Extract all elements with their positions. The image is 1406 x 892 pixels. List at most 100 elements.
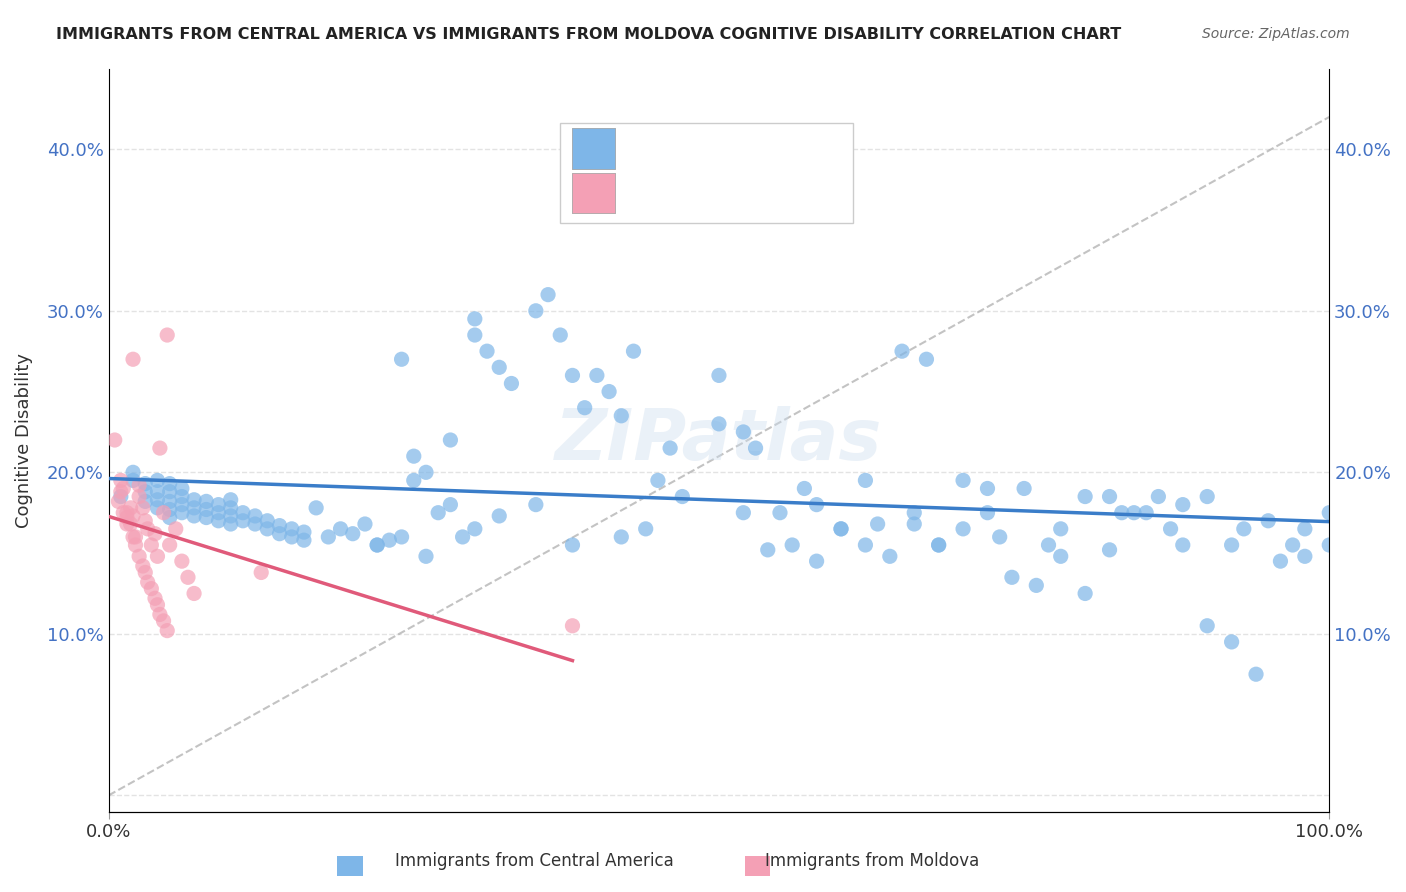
Point: [170, 498, 193, 512]
Text: Immigrants from Central America: Immigrants from Central America: [395, 852, 673, 870]
Text: 44: 44: [773, 185, 799, 202]
Point: [1244, 667, 1267, 681]
Point: [561, 538, 583, 552]
Point: [733, 506, 755, 520]
Text: IMMIGRANTS FROM CENTRAL AMERICA VS IMMIGRANTS FROM MOLDOVA COGNITIVE DISABILITY : IMMIGRANTS FROM CENTRAL AMERICA VS IMMIG…: [56, 27, 1122, 42]
Point: [1281, 538, 1303, 552]
Point: [136, 522, 159, 536]
Point: [134, 476, 156, 491]
Point: [104, 433, 127, 447]
Point: [132, 559, 155, 574]
Point: [165, 522, 187, 536]
Y-axis label: Cognitive Disability: Cognitive Disability: [15, 352, 32, 527]
Point: [451, 530, 474, 544]
Point: [195, 510, 218, 524]
Point: [183, 508, 205, 523]
FancyBboxPatch shape: [560, 123, 853, 223]
Point: [548, 328, 571, 343]
Point: [110, 484, 132, 499]
Point: [855, 474, 877, 488]
Point: [136, 575, 159, 590]
Point: [671, 490, 693, 504]
Point: [1317, 538, 1340, 552]
Point: [1197, 619, 1219, 633]
Point: [976, 482, 998, 496]
Point: [120, 516, 142, 531]
Text: ZIPatlas: ZIPatlas: [555, 406, 883, 475]
Text: N =: N =: [737, 132, 778, 151]
Point: [207, 506, 229, 520]
Point: [243, 508, 266, 523]
Point: [207, 498, 229, 512]
Text: 0.045: 0.045: [671, 132, 727, 151]
Point: [952, 522, 974, 536]
Point: [391, 530, 413, 544]
Point: [354, 516, 377, 531]
Point: [318, 530, 340, 544]
Point: [120, 500, 142, 515]
Point: [561, 368, 583, 383]
Point: [115, 516, 138, 531]
Point: [1074, 586, 1097, 600]
Point: [1135, 506, 1157, 520]
Point: [124, 530, 146, 544]
Point: [1160, 522, 1182, 536]
Point: [152, 506, 174, 520]
Point: [141, 538, 163, 552]
Point: [866, 516, 889, 531]
Point: [1098, 490, 1121, 504]
Point: [159, 502, 181, 516]
Point: [159, 484, 181, 499]
Point: [156, 624, 179, 638]
Point: [488, 508, 510, 523]
Point: [366, 538, 388, 552]
Point: [1294, 522, 1316, 536]
Point: [1171, 538, 1194, 552]
Point: [128, 549, 150, 564]
Point: [1001, 570, 1024, 584]
Point: [976, 506, 998, 520]
Text: Immigrants from Moldova: Immigrants from Moldova: [765, 852, 979, 870]
Point: [250, 566, 273, 580]
Point: [115, 510, 138, 524]
Point: [707, 417, 730, 431]
Point: [112, 482, 135, 496]
Point: [1270, 554, 1292, 568]
Point: [952, 474, 974, 488]
Point: [195, 494, 218, 508]
Point: [122, 466, 145, 480]
Point: [1171, 498, 1194, 512]
Point: [415, 549, 437, 564]
Point: [537, 287, 560, 301]
Point: [915, 352, 938, 367]
FancyBboxPatch shape: [572, 172, 616, 213]
Text: 0.224: 0.224: [671, 185, 727, 202]
Point: [329, 522, 352, 536]
Point: [134, 494, 156, 508]
Point: [122, 352, 145, 367]
Point: [524, 498, 547, 512]
Point: [146, 500, 169, 515]
Point: [280, 522, 302, 536]
Point: [305, 500, 328, 515]
Point: [391, 352, 413, 367]
Point: [1098, 542, 1121, 557]
Point: [219, 508, 242, 523]
Point: [146, 474, 169, 488]
Point: [256, 514, 278, 528]
Point: [219, 500, 242, 515]
Point: [141, 582, 163, 596]
Point: [586, 368, 609, 383]
Point: [177, 570, 200, 584]
Point: [122, 474, 145, 488]
Point: [1220, 635, 1243, 649]
Point: [183, 500, 205, 515]
Point: [1317, 506, 1340, 520]
Point: [134, 566, 156, 580]
Point: [464, 311, 486, 326]
Point: [124, 538, 146, 552]
Point: [149, 607, 172, 622]
Point: [149, 441, 172, 455]
Point: [159, 494, 181, 508]
Point: [610, 409, 633, 423]
